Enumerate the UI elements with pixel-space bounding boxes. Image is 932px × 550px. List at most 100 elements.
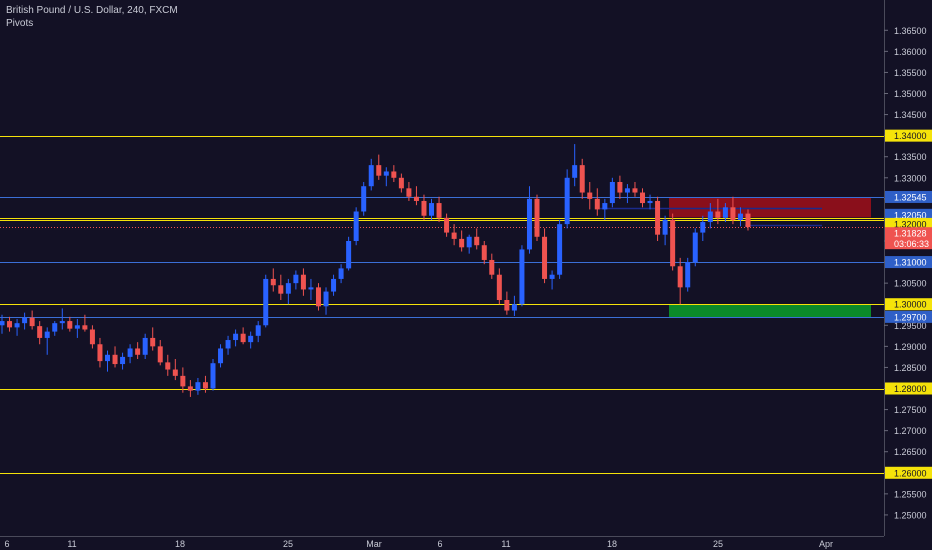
price-tag[interactable]: 1.30000 [885,298,932,311]
candle [225,335,231,355]
candle [89,325,95,349]
candle [37,321,43,345]
candle [489,253,495,279]
candle [187,380,193,397]
price-tag[interactable]: 1.28000 [885,382,932,395]
price-tag[interactable]: 1.32000 [885,217,932,230]
candle [248,331,254,349]
candle [368,158,374,191]
price-tag[interactable]: 1.34000 [885,129,932,142]
price-tick-label: 1.28500 [894,363,927,373]
price-tag[interactable]: 1.32050 [885,208,932,221]
chart-legend[interactable]: British Pound / U.S. Dollar, 240, FXCM P… [6,4,178,30]
candle [655,196,661,241]
price-tag[interactable]: 1.26000 [885,466,932,479]
candle [549,270,555,290]
svg-text:1.32000: 1.32000 [894,219,927,229]
candle [112,346,118,368]
candle [692,228,698,267]
candle [157,340,163,366]
candle [172,359,178,381]
svg-text:1.32545: 1.32545 [894,192,927,202]
supply-zone[interactable] [669,197,871,218]
candle [270,268,276,292]
candle [459,230,465,252]
candle [587,182,593,210]
svg-text:1.28000: 1.28000 [894,384,927,394]
candle [436,196,442,223]
candle [97,337,103,368]
candle [104,350,110,372]
price-tick-label: 1.34500 [894,110,927,120]
candle [127,344,133,364]
price-tag[interactable]: 1.32545 [885,190,932,203]
candle [150,327,156,351]
zones-layer [669,197,871,318]
candle [451,224,457,246]
candle [346,236,352,271]
candle [323,287,329,315]
candle [707,203,713,229]
candle [406,182,412,201]
date-tick-label: 11 [501,539,510,549]
svg-text:1.30000: 1.30000 [894,300,927,310]
symbol-title[interactable]: British Pound / U.S. Dollar, 240, FXCM [6,5,178,16]
date-tick-label: Apr [819,539,833,549]
price-tag[interactable]: 1.29700 [885,310,932,323]
price-tick-label: 1.33000 [894,173,927,183]
candle [579,158,585,199]
candle [22,312,28,330]
candle [572,144,578,187]
bar-countdown: 03:06:33 [894,239,929,249]
candle [142,333,148,359]
candle [300,268,306,296]
candle [730,196,736,225]
price-tick-label: 1.36500 [894,26,927,36]
time-axis[interactable]: 6 11 18 25 Mar 6 11 18 25 Apr [0,536,932,550]
candle [240,327,246,345]
horizontal-lines-layer [0,136,884,474]
candle [722,203,728,223]
candle [376,154,382,180]
candle [617,175,623,199]
candle [602,198,608,220]
price-tick-label: 1.33500 [894,152,927,162]
candle [632,182,638,197]
date-tick-label: 18 [607,539,617,549]
date-tick-label: Mar [366,539,382,549]
svg-text:1.32050: 1.32050 [894,210,927,220]
candle [361,182,367,216]
candle [534,194,540,241]
date-tick-label: 18 [175,539,185,549]
date-tick-label: 25 [713,539,723,549]
candle [7,316,13,332]
candle [429,198,435,220]
candle [67,316,73,332]
candle [29,310,35,330]
svg-text:1.31000: 1.31000 [894,258,927,268]
candle [481,241,487,265]
price-tag[interactable]: 1.31000 [885,256,932,269]
demand-zone[interactable] [669,304,871,318]
svg-text:1.26000: 1.26000 [894,468,927,478]
price-tick-label: 1.27000 [894,426,927,436]
candle [233,329,239,347]
price-axis-bg [884,0,932,550]
candle [285,278,291,305]
candle [594,188,600,216]
candle [135,342,141,359]
candle [662,215,668,246]
price-tick-label: 1.25000 [894,510,927,520]
candle [474,228,480,250]
candle [519,245,525,307]
candle [647,194,653,210]
date-tick-label: 25 [283,539,293,549]
candle [353,207,359,246]
indicator-label[interactable]: Pivots [6,18,34,29]
candle [737,207,743,227]
candle [542,228,548,284]
price-tick-label: 1.35500 [894,68,927,78]
